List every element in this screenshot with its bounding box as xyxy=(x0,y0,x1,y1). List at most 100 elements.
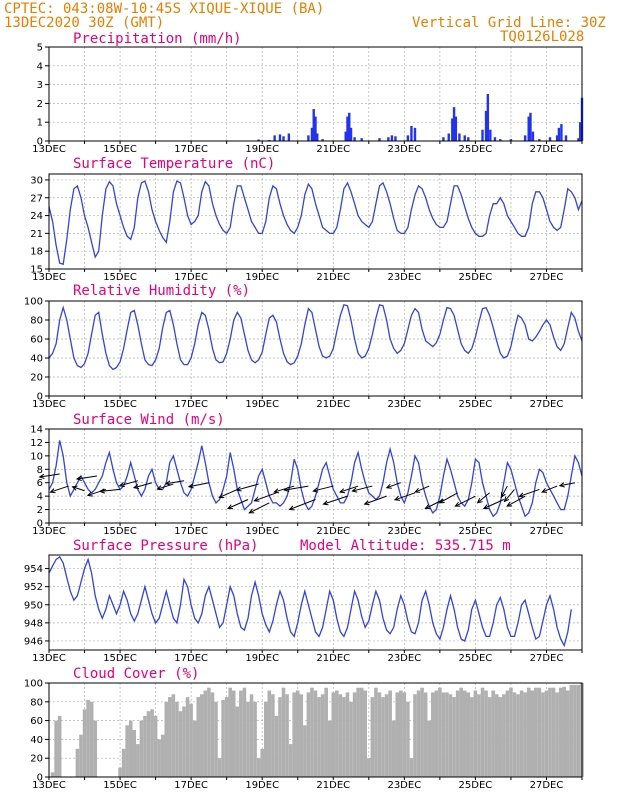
cloud-cover-bar xyxy=(455,690,460,777)
cloud-cover-bar xyxy=(562,686,567,777)
cloud-cover-bar xyxy=(548,687,552,777)
precipitation-bar xyxy=(360,138,363,141)
wind-arrow xyxy=(482,499,505,510)
y-tick-label: 1 xyxy=(37,118,43,129)
x-tick-label: 19DEC xyxy=(245,780,279,791)
y-tick-label: 946 xyxy=(24,636,43,647)
precipitation-bar xyxy=(273,135,276,141)
x-tick-label: 23DEC xyxy=(387,780,421,791)
cloud-cover-bar xyxy=(537,687,542,777)
humidity-frame xyxy=(48,300,583,397)
wind-title: Surface Wind (m/s) xyxy=(73,412,225,428)
cloud-cover-bar xyxy=(377,692,382,777)
cloud-cover-bar xyxy=(278,697,282,777)
cloud-cover-bar xyxy=(491,690,495,777)
x-tick-label: 21DEC xyxy=(316,780,350,791)
wind-arrow xyxy=(558,482,575,488)
cloud-cover-bar xyxy=(132,730,137,777)
wind-arrow xyxy=(187,482,209,489)
x-tick-label: 23DEC xyxy=(387,526,421,537)
wind-arrow xyxy=(71,485,85,492)
wind-arrow xyxy=(164,480,185,486)
x-tick-label: 27DEC xyxy=(530,780,564,791)
precipitation-frame xyxy=(48,46,583,142)
x-tick-label: 27DEC xyxy=(530,653,564,664)
wind-frame xyxy=(48,428,583,524)
y-tick-label: 4 xyxy=(37,492,43,503)
x-tick-label: 19DEC xyxy=(245,399,279,410)
wind-arrow xyxy=(38,473,60,479)
y-tick-label: 80 xyxy=(30,316,43,327)
cloud-cover-bar xyxy=(566,690,570,777)
header-grid-line: Vertical Grid Line: 30Z xyxy=(412,15,606,31)
x-tick-label: 21DEC xyxy=(316,399,350,410)
cloud-cover-bar xyxy=(267,690,272,777)
x-tick-label: 17DEC xyxy=(174,780,208,791)
cloud-cover-bar xyxy=(473,690,478,777)
precipitation-panel: 0 1 2 3 4 5 13DEC 15DEC 17DEC 19DEC 21DEC 23DEC 25DE… xyxy=(32,31,584,155)
cloud-cover-bar xyxy=(402,692,407,777)
cloud-cover-bar xyxy=(214,701,218,777)
cloud-cover-bar xyxy=(423,692,428,777)
wind-arrow xyxy=(506,495,526,507)
x-tick-label: 17DEC xyxy=(174,526,208,537)
wind-arrow xyxy=(253,492,277,502)
cloud-cover-bar xyxy=(79,734,83,777)
wind-arrow xyxy=(414,485,430,493)
y-tick-label: 20 xyxy=(30,754,43,765)
x-tick-label: 21DEC xyxy=(316,653,350,664)
x-tick-label: 13DEC xyxy=(32,144,66,155)
cloud-cover-bar xyxy=(544,690,549,777)
x-tick-label: 15DEC xyxy=(103,144,137,155)
cloud-cover-bar xyxy=(541,692,545,777)
y-tick-label: 952 xyxy=(24,582,43,593)
wind-arrow xyxy=(339,485,359,494)
cloud-cover-bar xyxy=(310,687,314,777)
precipitation-bar xyxy=(531,131,535,141)
cloud-cover-bar xyxy=(320,694,325,777)
precipitation-bar xyxy=(346,116,349,141)
y-tick-label: 100 xyxy=(24,297,43,308)
cloud-cover-bar xyxy=(57,715,62,777)
cloud-cover-bar xyxy=(519,690,524,777)
cloud-cover-bar xyxy=(317,697,321,777)
humidity-series-line xyxy=(48,303,583,371)
cloud-cover-bar xyxy=(295,690,300,777)
cloud-cover-bar xyxy=(498,697,503,777)
y-tick-label: 40 xyxy=(30,735,43,746)
cloud-cover-bar xyxy=(271,694,275,777)
x-tick-label: 23DEC xyxy=(387,272,421,283)
cloud-cover-bar xyxy=(157,739,161,777)
y-tick-label: 6 xyxy=(37,478,43,489)
cloud-cover-bar xyxy=(462,690,467,777)
precipitation-bar xyxy=(529,112,532,141)
x-tick-label: 25DEC xyxy=(459,653,493,664)
pressure-title: Surface Pressure (hPa) xyxy=(73,538,258,554)
precipitation-bar xyxy=(486,94,490,141)
x-tick-label: 23DEC xyxy=(387,653,421,664)
pressure-series-line xyxy=(48,555,572,648)
cloud-cover-bar xyxy=(470,697,474,777)
precipitation-bar xyxy=(282,136,285,141)
cloud-cover-bar xyxy=(242,687,247,777)
cloud-cover-bar xyxy=(224,697,229,777)
x-tick-label: 15DEC xyxy=(103,526,137,537)
x-tick-label: 23DEC xyxy=(387,399,421,410)
cloud-cover-bar xyxy=(420,687,424,777)
cloud-cover-bar xyxy=(466,692,471,777)
cloud-cover-bar xyxy=(139,720,144,777)
cloud-cover-bar xyxy=(409,758,414,777)
cloud-cover-bar xyxy=(178,711,183,777)
cloud-cover-bar xyxy=(299,694,304,777)
cloud-cover-bar xyxy=(573,684,577,777)
cloud-cover-bar xyxy=(175,701,179,777)
header-date: 13DEC2020 30Z (GMT) xyxy=(4,15,164,31)
y-tick-label: 0 xyxy=(37,519,43,530)
cloud-cover-bar xyxy=(391,720,396,777)
precipitation-bar xyxy=(577,138,580,141)
cloud-cover-bar xyxy=(246,701,250,777)
precipitation-bar xyxy=(467,137,470,141)
cloud-cover-bar xyxy=(427,720,431,777)
precipitation-bar xyxy=(509,139,513,141)
cloud-cover-bar xyxy=(438,687,442,777)
